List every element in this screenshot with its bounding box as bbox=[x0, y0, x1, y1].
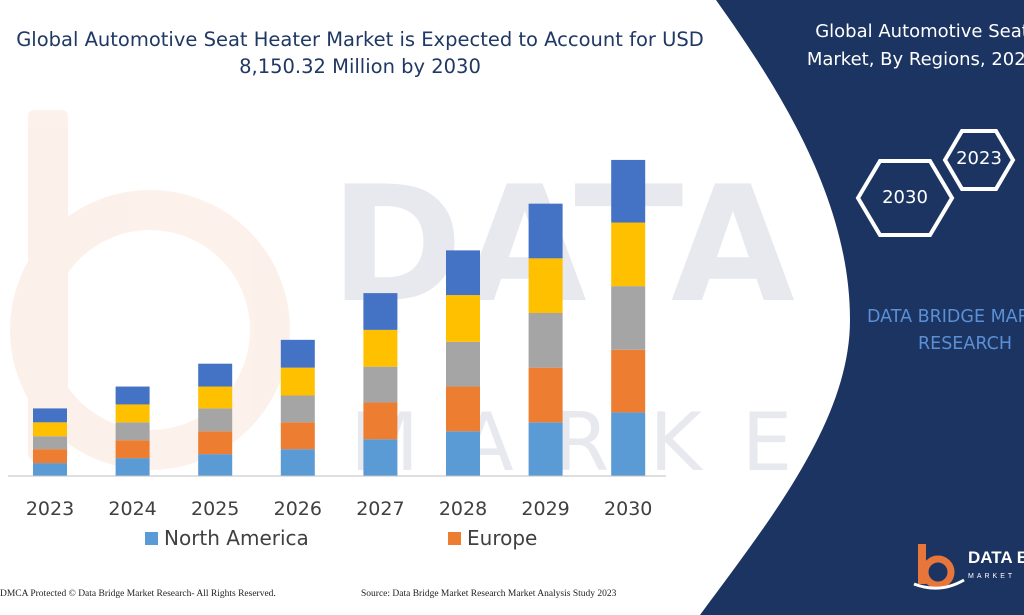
bars-group bbox=[33, 159, 646, 476]
bar-segment-2029-s4 bbox=[528, 258, 563, 313]
bar-segment-2027-s4 bbox=[363, 329, 398, 367]
x-tick-label-2029: 2029 bbox=[521, 498, 569, 520]
bar-segment-2030-s4 bbox=[611, 222, 646, 287]
right-title-line-2: Market, By Regions, 2023 bbox=[806, 49, 1024, 70]
logo-subtext: MARKET bbox=[968, 573, 1016, 580]
bar-segment-2024-s1 bbox=[115, 458, 150, 476]
bar-segment-2029-s5 bbox=[528, 203, 563, 259]
bar-segment-2024-s2 bbox=[115, 440, 150, 459]
bar-segment-2029-s1 bbox=[528, 422, 563, 476]
bar-segment-2023-s3 bbox=[33, 436, 67, 450]
bar-segment-2029-s2 bbox=[528, 367, 563, 423]
bar-segment-2026-s1 bbox=[280, 449, 315, 476]
chart-title: Global Automotive Seat Heater Market is … bbox=[16, 28, 704, 78]
logo-icon bbox=[913, 544, 965, 590]
bar-segment-2025-s4 bbox=[198, 386, 233, 409]
footer-copyright: DMCA Protected © Data Bridge Market Rese… bbox=[0, 589, 276, 599]
bar-segment-2028-s1 bbox=[446, 431, 480, 476]
x-tick-label-2026: 2026 bbox=[274, 498, 322, 520]
bar-segment-2026-s5 bbox=[280, 339, 315, 368]
bar-segment-2027-s5 bbox=[363, 293, 398, 330]
bar-segment-2028-s5 bbox=[446, 250, 480, 296]
bar-segment-2024-s4 bbox=[115, 404, 150, 423]
bar-segment-2028-s4 bbox=[446, 295, 480, 342]
hexagon-2023-shape bbox=[942, 129, 1016, 191]
bar-segment-2030-s5 bbox=[611, 159, 646, 223]
logo-wordmark: DATA B bbox=[968, 548, 1024, 567]
bar-segment-2026-s2 bbox=[280, 422, 315, 450]
brand-line-1: DATA BRIDGE MARKET bbox=[866, 307, 1024, 327]
legend-swatch-north-america bbox=[145, 532, 158, 545]
bar-segment-2025-s5 bbox=[198, 363, 233, 387]
bar-segment-2027-s1 bbox=[363, 439, 398, 476]
bar-segment-2029-s3 bbox=[528, 312, 563, 368]
right-panel bbox=[700, 0, 1024, 615]
bar-segment-2028-s2 bbox=[446, 386, 480, 432]
footer-source: Source: Data Bridge Market Research Mark… bbox=[361, 589, 617, 599]
brand-text: DATA BRIDGE MARKET RESEARCH bbox=[845, 304, 1024, 358]
bar-segment-2025-s3 bbox=[198, 408, 233, 432]
x-tick-label-2023: 2023 bbox=[26, 498, 74, 520]
legend-label-north-america: North America bbox=[164, 526, 309, 550]
bar-segment-2024-s3 bbox=[115, 422, 150, 441]
x-tick-label-2030: 2030 bbox=[604, 498, 652, 520]
bar-segment-2025-s1 bbox=[198, 454, 233, 476]
bar-segment-2028-s3 bbox=[446, 341, 480, 387]
bar-segment-2030-s2 bbox=[611, 349, 646, 413]
bar-segment-2025-s2 bbox=[198, 431, 233, 455]
x-tick-label-2027: 2027 bbox=[356, 498, 404, 520]
bar-segment-2027-s3 bbox=[363, 366, 398, 403]
bar-segment-2027-s2 bbox=[363, 402, 398, 440]
right-panel-title: Global Automotive Seat Market, By Region… bbox=[792, 18, 1024, 74]
hexagon-2030-shape bbox=[855, 159, 955, 237]
bar-segment-2026-s4 bbox=[280, 367, 315, 396]
x-tick-label-2024: 2024 bbox=[108, 498, 156, 520]
bar-segment-2023-s2 bbox=[33, 449, 67, 464]
legend-label-europe: Europe bbox=[467, 526, 538, 550]
bar-segment-2030-s1 bbox=[611, 412, 646, 476]
legend-swatch-europe bbox=[448, 532, 461, 545]
bar-segment-2026-s3 bbox=[280, 395, 315, 423]
right-title-line-1: Global Automotive Seat bbox=[815, 21, 1024, 42]
bar-segment-2024-s5 bbox=[115, 386, 150, 405]
x-tick-labels: 2023 2024 2025 2026 2027 2028 2029 2030 bbox=[26, 498, 653, 520]
hexagon-label-2023: 2023 bbox=[956, 148, 1002, 169]
x-tick-label-2025: 2025 bbox=[191, 498, 239, 520]
hexagon-label-2030: 2030 bbox=[882, 187, 928, 208]
bar-segment-2023-s1 bbox=[33, 463, 67, 476]
x-tick-label-2028: 2028 bbox=[439, 498, 487, 520]
brand-line-2: RESEARCH bbox=[917, 334, 1013, 354]
bar-segment-2023-s4 bbox=[33, 422, 67, 437]
bar-segment-2023-s5 bbox=[33, 408, 67, 423]
bar-segment-2030-s3 bbox=[611, 286, 646, 350]
